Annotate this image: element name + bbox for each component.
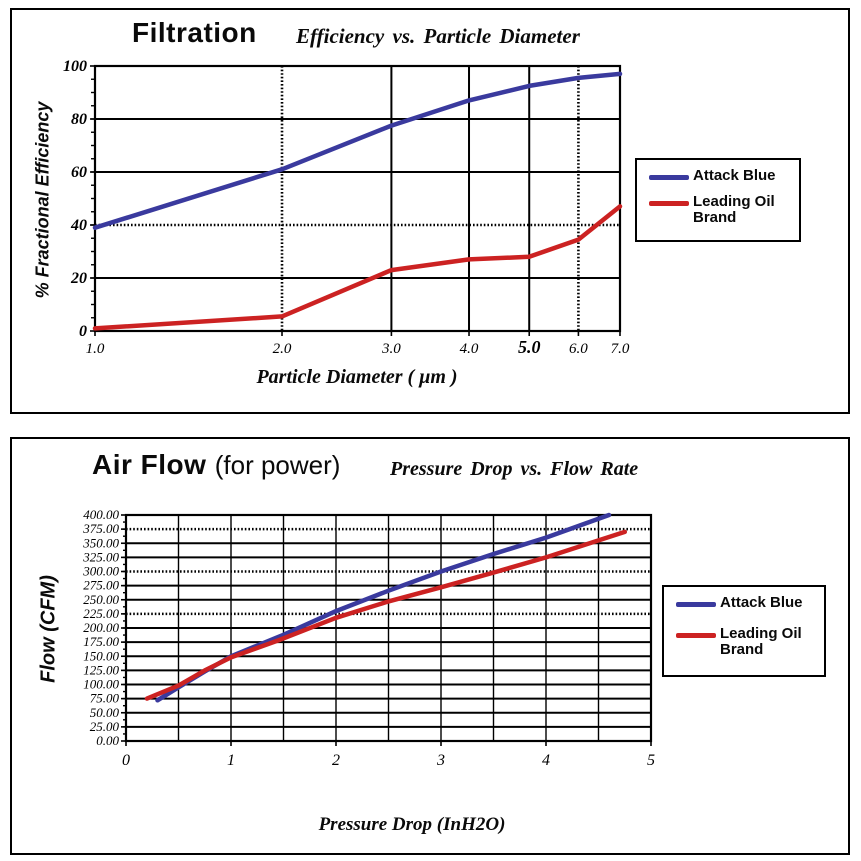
- panel-border: [10, 437, 850, 855]
- filtration-chart-svg: 0 20 40 60 80 100 1.0 2.0 3.0 4.0 5.0 6.0 7.0: [10, 8, 850, 414]
- airflow-panel: 400.00 375.00 350.00 325.00 300.00 275.00 250.…: [10, 437, 850, 855]
- y-tick-label: 125.00: [83, 662, 119, 677]
- y-tick-label: 100: [63, 58, 87, 75]
- series-line-leading-oil-brand: [144, 529, 628, 701]
- airflow-title-bold: Air Flow: [92, 449, 207, 480]
- filtration-title: Filtration: [132, 17, 257, 48]
- x-tick-label: 5: [647, 752, 655, 769]
- series-line-leading-oil-brand: [92, 204, 623, 331]
- filtration-subtitle: Efficiency vs. Particle Diameter: [296, 24, 580, 48]
- y-tick-label: 100.00: [83, 677, 119, 692]
- legend-label-leading-oil-brand: Leading Oil Brand: [720, 624, 802, 658]
- legend-label-attack-blue: Attack Blue: [720, 594, 803, 611]
- y-tick-label: 400.00: [83, 507, 119, 522]
- y-tick-label: 25.00: [90, 719, 120, 734]
- filtration-panel: 0 20 40 60 80 100 1.0 2.0 3.0 4.0 5.0 6.0 7.0 Filtra…: [10, 8, 850, 414]
- y-tick-label: 225.00: [83, 606, 119, 621]
- y-tick-label: 325.00: [82, 549, 119, 564]
- x-tick-label: 7.0: [611, 341, 630, 357]
- airflow-title-paren: (for power): [214, 450, 341, 480]
- x-tick-label: 0: [122, 752, 130, 769]
- x-tick-label: 3.0: [381, 341, 401, 357]
- attack-blue-line-swatch: [676, 602, 716, 607]
- y-tick-label: 275.00: [83, 578, 119, 593]
- x-tick-label: 1: [227, 752, 235, 769]
- x-tick-label: 3: [436, 752, 445, 769]
- airflow-subtitle: Pressure Drop vs. Flow Rate: [390, 458, 639, 480]
- panel-border: [10, 8, 850, 414]
- legend-label-attack-blue: Attack Blue: [693, 167, 776, 184]
- y-tick-label: 20: [70, 270, 87, 287]
- y-tick-label: 375.00: [82, 521, 119, 536]
- airflow-x-axis-title: Pressure Drop (InH2O): [318, 814, 506, 835]
- y-tick-label: 50.00: [90, 705, 120, 720]
- y-tick-label: 150.00: [83, 648, 119, 663]
- y-tick-label: 60: [71, 164, 87, 181]
- airflow-chart-svg: 400.00375.00350.00325.00300.00275.00250.…: [10, 437, 850, 855]
- y-tick-label: 0.00: [96, 733, 119, 748]
- y-tick-label: 75.00: [90, 691, 120, 706]
- y-tick-label: 175.00: [83, 634, 119, 649]
- airflow-y-axis-title: Flow (CFM): [37, 575, 60, 683]
- x-tick-label: 4.0: [460, 341, 479, 357]
- airflow-legend: Attack Blue Leading Oil Brand: [662, 585, 826, 677]
- y-tick-label: 200.00: [83, 620, 119, 635]
- filtration-y-axis-title: % Fractional Efficiency: [32, 101, 53, 299]
- leading-oil-line-swatch: [676, 632, 716, 638]
- legend-item-attack-blue: Attack Blue: [676, 594, 824, 612]
- y-tick-label: 300.00: [82, 564, 119, 579]
- y-tick-label: 0: [79, 323, 87, 340]
- legend-label-leading-oil-brand: Leading Oil Brand: [693, 192, 775, 226]
- attack-blue-line-swatch: [649, 175, 689, 180]
- y-tick-label: 350.00: [82, 535, 119, 550]
- filtration-x-axis-title: Particle Diameter ( μm ): [256, 366, 458, 388]
- series-line-attack-blue: [92, 71, 623, 230]
- legend-item-attack-blue: Attack Blue: [649, 167, 799, 185]
- x-tick-label: 6.0: [569, 341, 588, 357]
- filtration-legend: Attack Blue Leading Oil Brand: [635, 158, 801, 242]
- y-tick-label: 250.00: [83, 592, 119, 607]
- legend-item-leading-oil-brand: Leading Oil Brand: [649, 192, 799, 227]
- x-tick-label: 4: [542, 752, 550, 769]
- legend-item-leading-oil-brand: Leading Oil Brand: [676, 624, 824, 659]
- plot-border: [93, 64, 622, 333]
- x-tick-label: 5.0: [518, 337, 541, 357]
- y-tick-label: 40: [70, 217, 87, 234]
- x-tick-label: 2: [332, 752, 340, 769]
- leading-oil-line-swatch: [649, 200, 689, 206]
- airflow-title: Air Flow (for power): [92, 449, 340, 481]
- x-tick-label: 2.0: [273, 341, 292, 357]
- x-tick-label: 1.0: [86, 341, 105, 357]
- y-tick-label: 80: [71, 111, 87, 128]
